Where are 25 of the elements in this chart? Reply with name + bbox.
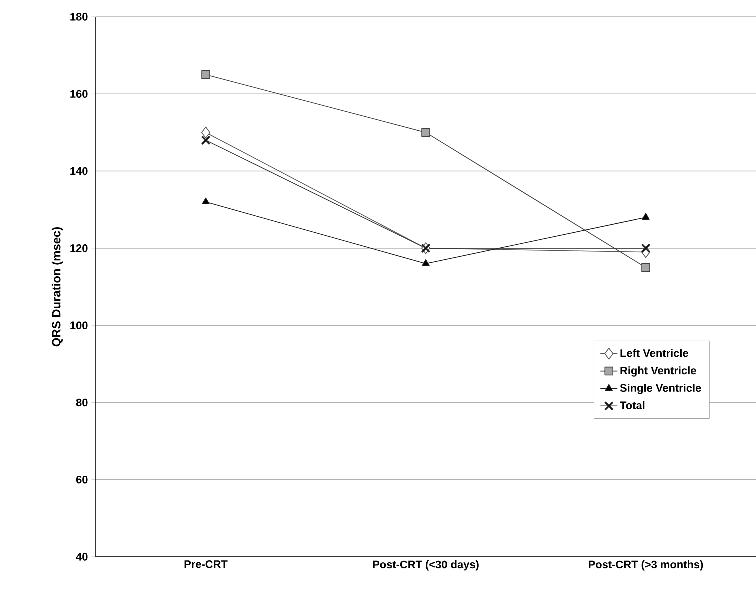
y-tick-label: 120 (70, 244, 88, 252)
legend-label: Total (620, 401, 645, 410)
y-tick-label: 40 (76, 553, 88, 561)
point (202, 198, 210, 205)
point (642, 244, 650, 253)
point (201, 126, 211, 139)
legend-label: Right Ventricle (620, 366, 696, 377)
x-tick-label: Post-CRT (>3 months) (589, 560, 704, 571)
legend-label: Left Ventricle (620, 349, 688, 358)
legend-label: Single Ventricle (620, 384, 702, 394)
y-tick-label: 140 (70, 167, 88, 176)
x-tick-label: Post-CRT (<30 days) (373, 560, 479, 571)
y-tick-label: 80 (76, 398, 88, 407)
y-tick-label: 180 (70, 13, 88, 21)
x-tick-label: Pre-CRT (184, 560, 228, 568)
point (202, 136, 210, 145)
y-axis-title: QRS Duration (msec) (52, 227, 64, 347)
y-tick-label: 60 (76, 476, 88, 484)
point (422, 128, 430, 138)
point (642, 263, 650, 272)
y-tick-label: 100 (70, 322, 88, 330)
point (202, 70, 210, 80)
point (422, 259, 430, 266)
point (642, 213, 650, 220)
y-tick-label: 160 (70, 90, 88, 98)
